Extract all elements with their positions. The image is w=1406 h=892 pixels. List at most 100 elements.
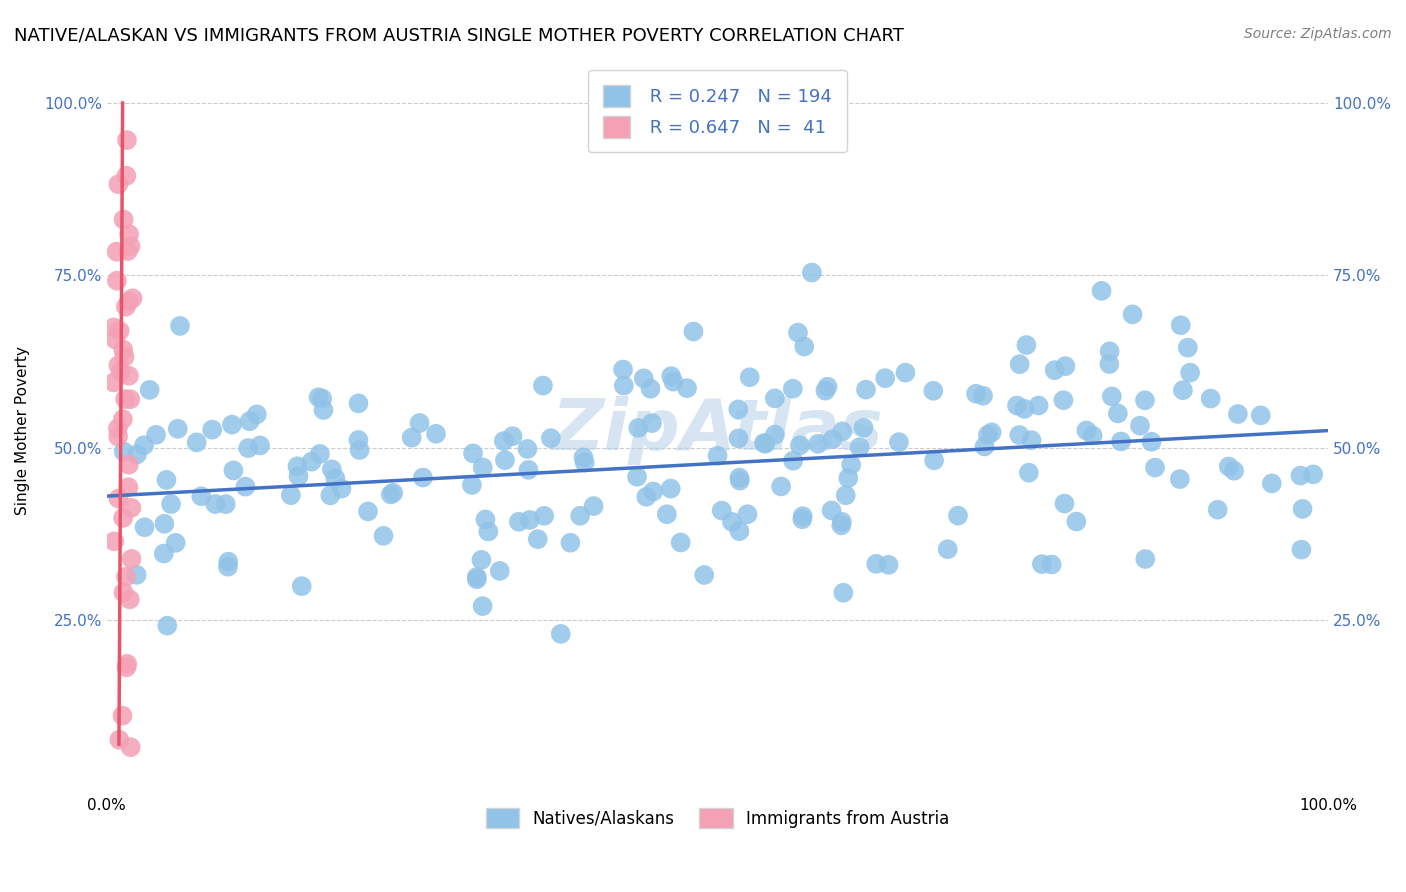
Point	[465, 570, 488, 584]
Point	[1098, 357, 1121, 371]
Point	[1090, 284, 1112, 298]
Point	[111, 412, 134, 426]
Point	[465, 572, 488, 586]
Point	[659, 369, 682, 384]
Point	[166, 422, 188, 436]
Point	[922, 453, 945, 467]
Point	[107, 430, 129, 444]
Point	[347, 396, 370, 410]
Point	[380, 487, 402, 501]
Point	[922, 384, 945, 398]
Point	[103, 320, 125, 334]
Point	[640, 382, 662, 396]
Point	[526, 532, 548, 546]
Point	[249, 438, 271, 452]
Point	[412, 470, 434, 484]
Point	[835, 488, 858, 502]
Point	[1107, 407, 1129, 421]
Point	[474, 512, 496, 526]
Point	[1014, 401, 1036, 416]
Point	[112, 585, 135, 599]
Point	[425, 426, 447, 441]
Point	[669, 535, 692, 549]
Point	[107, 491, 129, 506]
Point	[1101, 389, 1123, 403]
Point	[1140, 434, 1163, 449]
Point	[965, 386, 987, 401]
Point	[114, 350, 136, 364]
Point	[1250, 409, 1272, 423]
Point	[112, 343, 135, 357]
Point	[820, 503, 842, 517]
Point	[865, 557, 887, 571]
Point	[782, 382, 804, 396]
Point	[280, 488, 302, 502]
Point	[165, 536, 187, 550]
Point	[1291, 542, 1313, 557]
Point	[728, 474, 751, 488]
Point	[855, 383, 877, 397]
Point	[121, 291, 143, 305]
Point	[134, 520, 156, 534]
Point	[111, 708, 134, 723]
Point	[217, 555, 239, 569]
Point	[830, 518, 852, 533]
Y-axis label: Single Mother Poverty: Single Mother Poverty	[15, 346, 30, 515]
Point	[1171, 383, 1194, 397]
Point	[115, 660, 138, 674]
Point	[107, 178, 129, 192]
Point	[1129, 418, 1152, 433]
Point	[936, 542, 959, 557]
Point	[710, 503, 733, 517]
Point	[1031, 557, 1053, 571]
Point	[311, 392, 333, 406]
Point	[115, 657, 138, 671]
Point	[848, 440, 870, 454]
Point	[612, 362, 634, 376]
Point	[120, 500, 142, 515]
Point	[291, 579, 314, 593]
Point	[737, 507, 759, 521]
Point	[132, 438, 155, 452]
Point	[461, 478, 484, 492]
Point	[1170, 318, 1192, 333]
Point	[792, 512, 814, 526]
Point	[186, 435, 208, 450]
Point	[793, 340, 815, 354]
Point	[1122, 307, 1144, 321]
Point	[837, 471, 859, 485]
Point	[682, 325, 704, 339]
Point	[1098, 344, 1121, 359]
Point	[728, 470, 751, 484]
Point	[308, 390, 330, 404]
Point	[977, 428, 1000, 442]
Point	[636, 490, 658, 504]
Point	[728, 524, 751, 538]
Point	[103, 376, 125, 390]
Point	[103, 534, 125, 549]
Point	[107, 359, 129, 373]
Point	[1144, 460, 1167, 475]
Point	[112, 212, 135, 227]
Point	[115, 133, 138, 147]
Point	[1040, 558, 1063, 572]
Point	[471, 460, 494, 475]
Point	[1302, 467, 1324, 482]
Point	[1076, 424, 1098, 438]
Point	[763, 427, 786, 442]
Point	[121, 552, 143, 566]
Point	[533, 508, 555, 523]
Point	[1206, 502, 1229, 516]
Point	[105, 244, 128, 259]
Point	[821, 432, 844, 446]
Point	[373, 529, 395, 543]
Point	[1261, 476, 1284, 491]
Point	[789, 438, 811, 452]
Point	[1021, 433, 1043, 447]
Point	[519, 513, 541, 527]
Point	[112, 511, 135, 525]
Point	[662, 375, 685, 389]
Point	[1054, 359, 1077, 373]
Point	[321, 462, 343, 476]
Point	[239, 414, 262, 428]
